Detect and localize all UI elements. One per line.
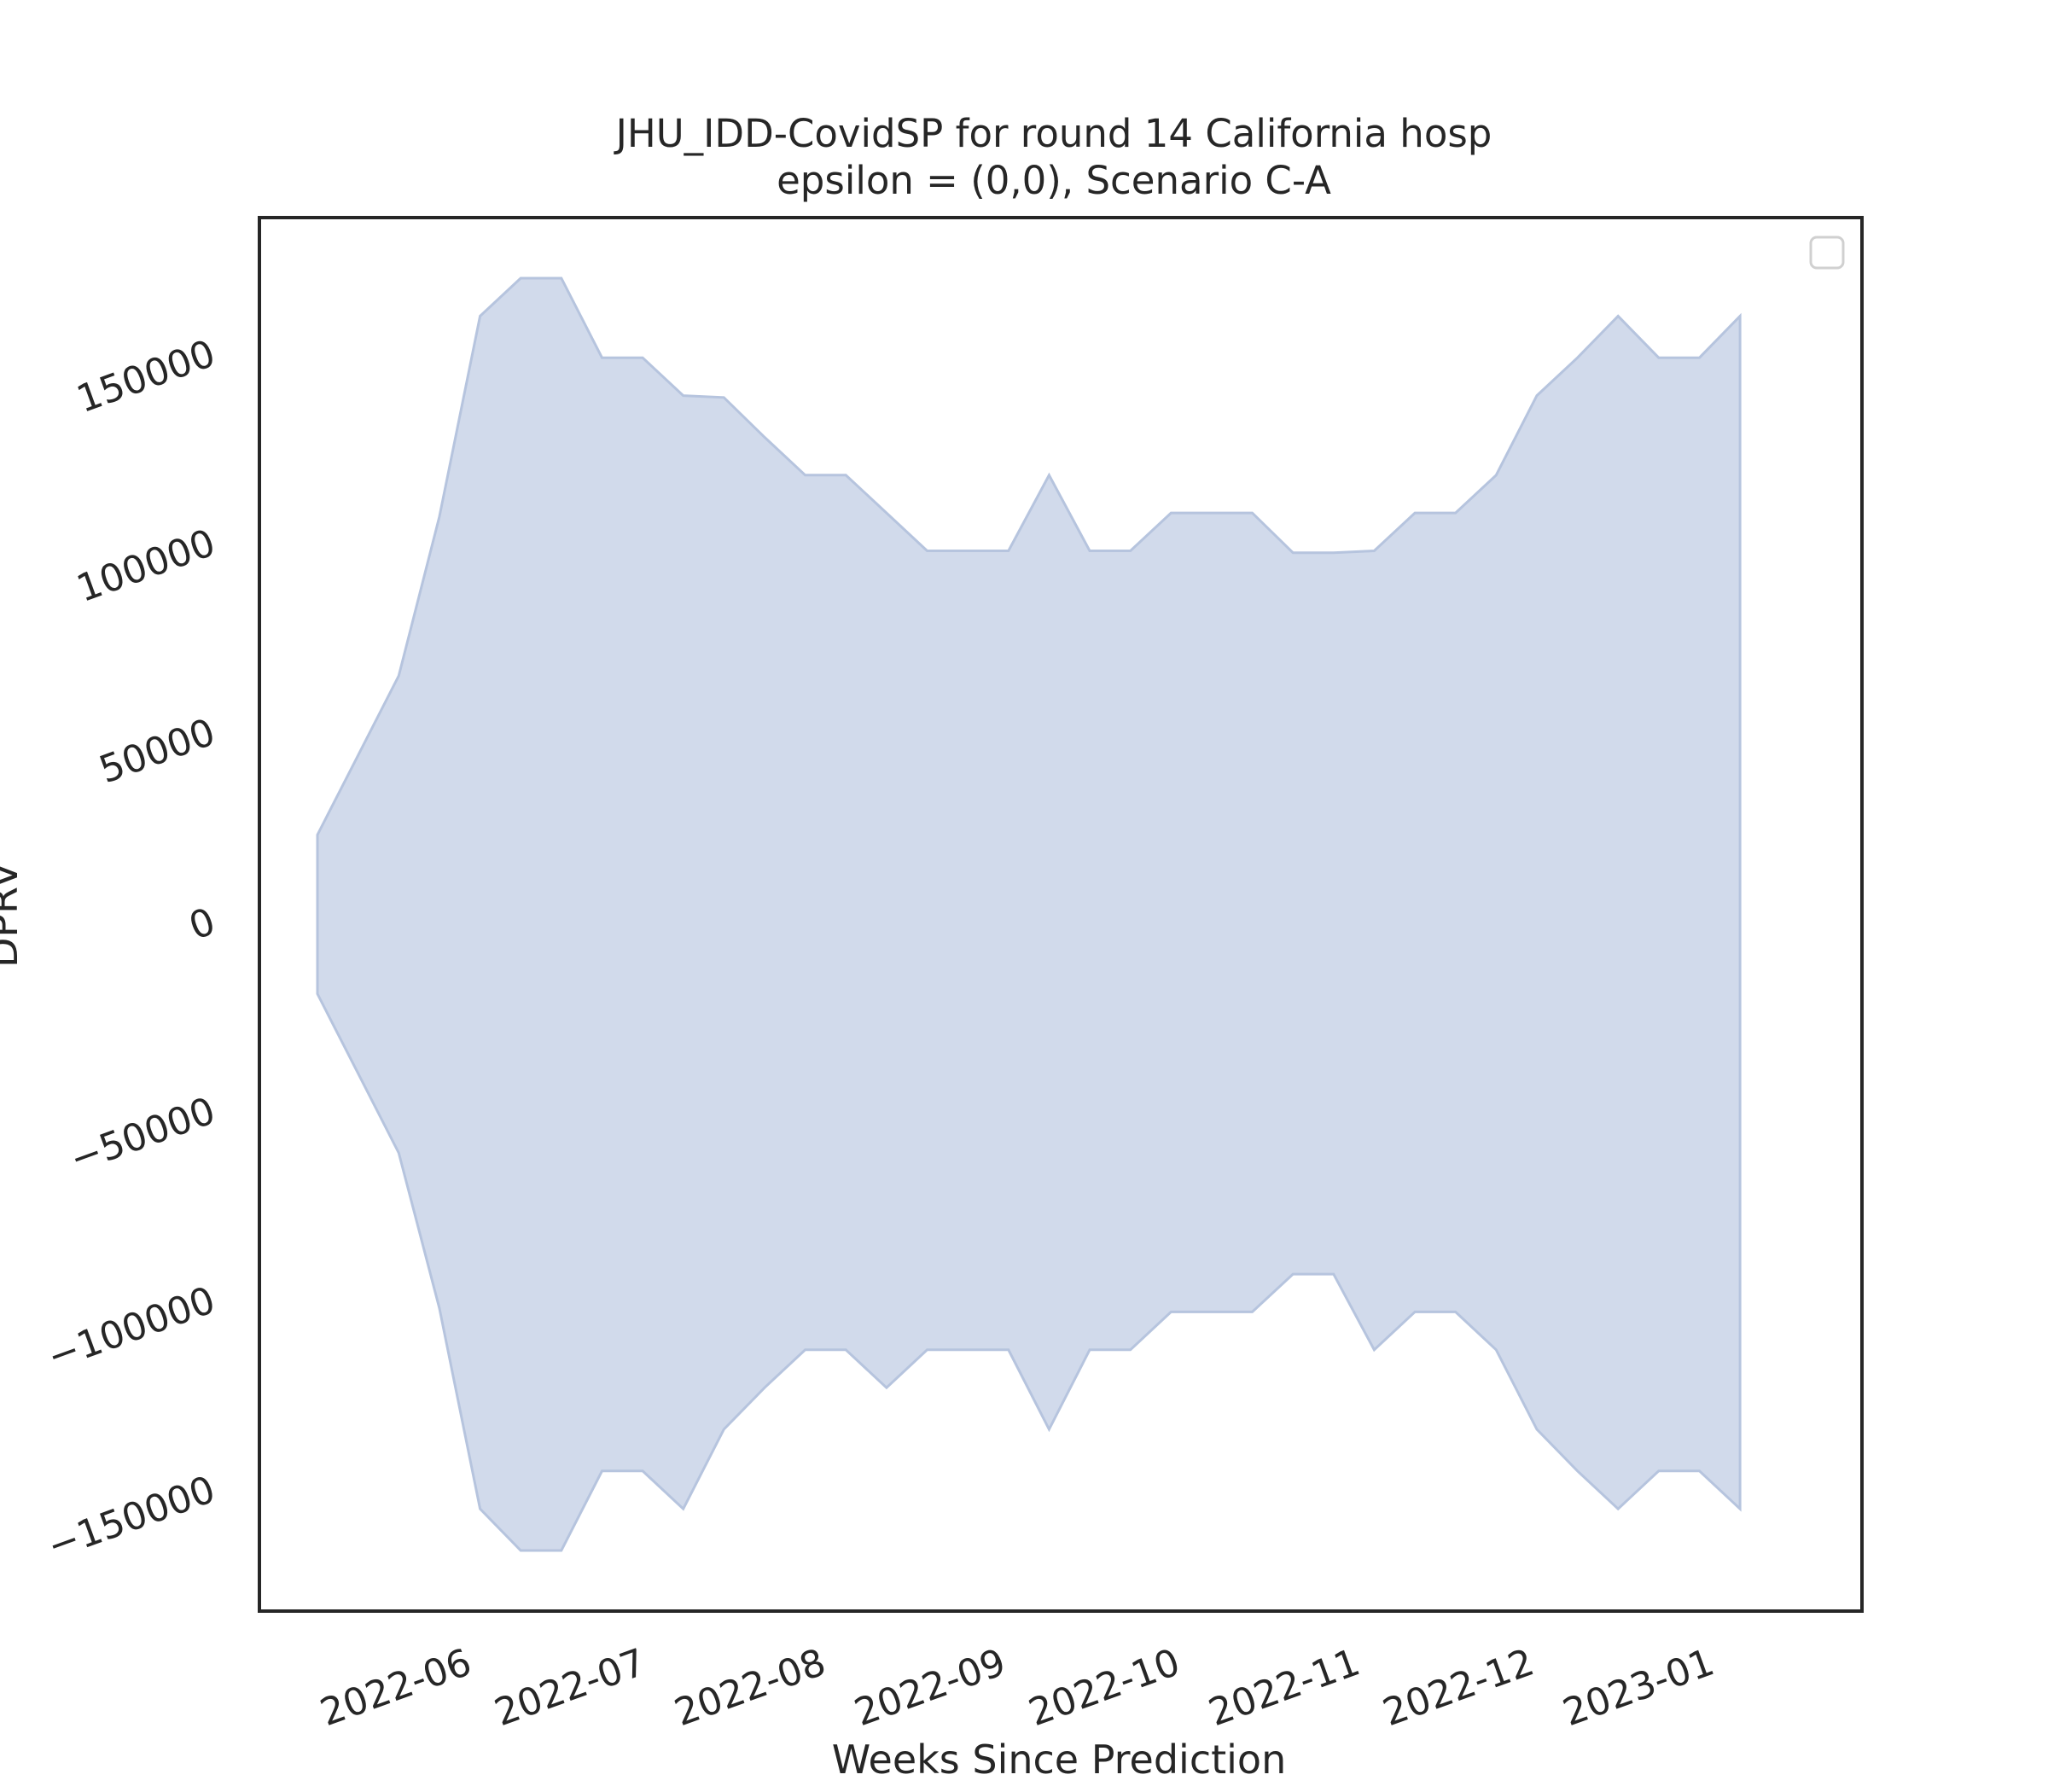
chart-subtitle: epsilon = (0,0), Scenario C-A: [777, 158, 1331, 203]
x-tick-label: 2022-12: [1377, 1640, 1539, 1735]
uncertainty-band: [316, 276, 1742, 1552]
y-axis-ticks: −150000 −100000 −50000 0 50000 100000 150000: [42, 332, 221, 1568]
y-tick-label: −100000: [42, 1278, 221, 1379]
y-tick-label: −150000: [42, 1468, 221, 1568]
y-tick-label: 50000: [94, 711, 221, 793]
x-tick-label: 2022-11: [1203, 1640, 1365, 1735]
y-tick-label: 0: [183, 899, 221, 949]
x-axis-label: Weeks Since Prediction: [832, 1737, 1286, 1783]
y-axis-label: DPRV: [0, 861, 26, 968]
plot-frame: [258, 216, 1864, 1613]
x-tick-label: 2022-09: [849, 1640, 1011, 1735]
x-axis-ticks: 2022-06 2022-07 2022-08 2022-09 2022-10 2022-…: [315, 1640, 1719, 1735]
empty-legend-box: [1809, 236, 1845, 270]
x-tick-label: 2022-10: [1023, 1640, 1185, 1735]
x-tick-label: 2022-06: [315, 1640, 477, 1735]
x-tick-label: 2022-08: [669, 1640, 831, 1735]
y-tick-label: 150000: [71, 332, 220, 422]
y-tick-label: 100000: [71, 521, 220, 611]
x-tick-label: 2023-01: [1557, 1640, 1719, 1735]
x-tick-label: 2022-07: [489, 1640, 651, 1735]
chart-title: JHU_IDD-CovidSP for round 14 California …: [614, 111, 1492, 156]
y-tick-label: −50000: [64, 1089, 221, 1181]
